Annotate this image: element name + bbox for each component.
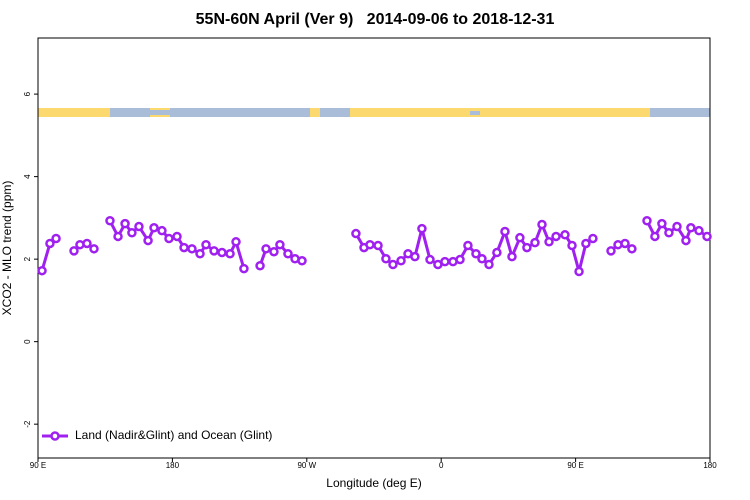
y-tick-label: 4 [23,174,32,179]
data-point [515,232,525,243]
data-point [567,240,577,251]
data-point [201,239,211,250]
data-point [255,260,265,271]
data-point [642,216,652,226]
data-point [89,244,99,254]
data-point [681,235,691,246]
data-point [120,218,130,229]
data-point [484,259,494,270]
data-point [269,246,279,257]
data-point [500,226,510,237]
data-point [455,254,465,265]
data-point [627,244,637,254]
data-point [283,249,293,259]
data-point [560,230,570,240]
data-point [530,237,540,248]
data-point [581,238,591,249]
data-point [477,253,487,264]
plot-frame [37,37,711,459]
data-point [492,247,502,258]
data-point [149,223,159,233]
data-point [179,242,189,253]
data-point [164,233,174,244]
data-point [51,233,61,244]
data-point [672,221,682,232]
data-point [686,223,696,233]
data-point [261,244,271,254]
data-point [134,221,144,232]
data-point [82,238,92,249]
data-point [381,253,391,264]
x-tick-label: 180 [703,461,717,470]
data-point [537,219,547,230]
data-point [231,237,241,247]
data-point [425,254,435,265]
data-point [664,227,674,238]
data-point [187,244,197,254]
data-point [410,251,420,262]
data-point [351,228,361,239]
data-point [650,231,660,242]
data-point [209,246,219,256]
data-point [507,251,517,262]
x-tick-label: 0 [439,461,444,470]
data-point [275,239,285,250]
x-tick-label: 90 E [30,461,46,470]
y-tick-label: 0 [23,339,32,344]
data-point [657,218,667,229]
data-point [606,246,616,256]
data-point [127,227,137,238]
data-point [195,249,205,259]
legend-label: Land (Nadir&Glint) and Ocean (Glint) [75,428,272,442]
data-point [143,235,153,246]
data-point [225,249,235,259]
data-point [297,256,307,266]
data-point [471,249,481,259]
data-point [620,238,630,249]
data-point [239,263,249,274]
data-point [217,247,227,258]
data-point [388,259,398,270]
x-tick-label: 180 [166,461,180,470]
data-point [702,231,712,242]
data-point [440,256,450,267]
x-tick-label: 90 E [567,461,583,470]
data-point [172,231,182,242]
data-point [365,239,375,250]
surface-strip [38,108,710,117]
x-tick-label: 90 W [297,461,316,470]
legend-marker [50,431,60,441]
data-point [373,240,383,251]
x-axis-label: Longitude (deg E) [326,476,421,490]
data-point [551,231,561,242]
data-point [396,256,406,266]
data-point [113,231,123,242]
data-point [69,246,79,256]
data-point [588,233,598,244]
data-point [463,240,473,251]
y-tick-label: 6 [23,91,32,96]
data-point [157,225,167,236]
chart-title: 55N-60N April (Ver 9) 2014-09-06 to 2018… [196,11,555,28]
data-point [417,223,427,234]
data-point [37,265,47,276]
data-point [45,238,55,249]
data-point [522,242,532,253]
y-axis-label: XCO2 - MLO trend (ppm) [0,181,14,316]
data-point [105,216,115,226]
y-tick-label: -2 [23,420,32,428]
y-tick-label: 2 [23,256,32,261]
data-point [574,266,584,277]
data-point [544,237,554,247]
data-point [694,225,704,236]
